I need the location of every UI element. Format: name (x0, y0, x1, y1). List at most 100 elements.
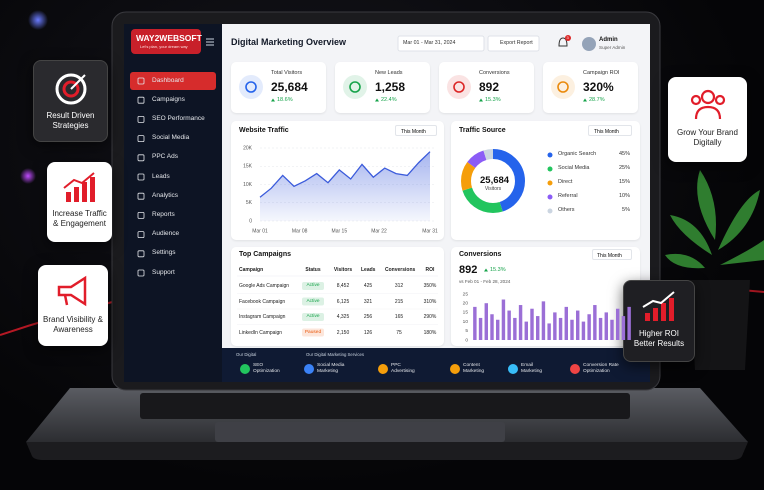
menu-item[interactable]: Analytics (152, 191, 179, 199)
badge-icon (62, 172, 95, 202)
kpi-label: Total Visitors (271, 70, 303, 76)
table-cell: 8,452 (336, 283, 350, 289)
service-name[interactable]: Social Media Marketing (317, 363, 345, 374)
legend-value: 25% (618, 165, 630, 171)
campaign-name: Google Ads Campaign (239, 283, 290, 289)
card-title: Top Campaigns (239, 251, 291, 258)
period-select[interactable]: This Month (588, 125, 632, 136)
legend-value: 10% (618, 193, 630, 199)
trackpad (215, 422, 505, 442)
badge: Higher ROI Better Results (623, 280, 695, 362)
status: Active (306, 314, 320, 319)
badge-icon (57, 275, 87, 307)
donut-value: 25,684 (480, 175, 510, 186)
export-button (487, 35, 540, 52)
brand-tagline: Let's plan, your dream way (140, 44, 188, 49)
badge: Increase Traffic & Engagement (47, 162, 112, 242)
badge-icon (642, 291, 675, 321)
table-cell: 6,125 (336, 298, 350, 305)
legend-label: Direct (558, 179, 573, 185)
menu-item[interactable]: PPC Ads (152, 153, 179, 161)
legend-value: 15% (618, 179, 630, 185)
status: Active (306, 283, 320, 288)
table-cell: 165 (394, 314, 404, 320)
badge-icon (55, 73, 86, 105)
campaigns-card (231, 247, 444, 346)
badge: Result Driven Strategies (33, 60, 108, 142)
page-title: Digital Marketing Overview (231, 37, 347, 47)
badge-text: Grow Your Brand Digitally (677, 128, 738, 148)
laptop-edge (26, 442, 748, 460)
legend-label: Others (558, 207, 575, 213)
comparison: vs Feb 01 - Feb 28, 2024 (459, 279, 511, 284)
table-header: Visitors (333, 267, 353, 273)
badge: Grow Your Brand Digitally (668, 77, 747, 162)
table-cell: 350% (423, 283, 437, 289)
menu-item[interactable]: Dashboard (152, 76, 184, 84)
card-title: Website Traffic (239, 127, 289, 134)
badge-text: Result Driven Strategies (46, 111, 95, 131)
menu-toggle (206, 38, 214, 46)
table-header: Leads (361, 267, 376, 273)
table-cell: 425 (363, 283, 373, 289)
service-name[interactable]: Conversion Rate Optimization (583, 363, 619, 374)
kpi-change: 22.4% (381, 97, 397, 103)
kpi-value: 25,684 (271, 80, 308, 94)
period-select[interactable]: This Month (592, 249, 632, 260)
kpi-label: Campaign ROI (583, 70, 620, 76)
service-name[interactable]: PPC Advertising (391, 363, 415, 374)
table-header: Conversions (385, 267, 416, 273)
date-range[interactable]: Mar 01 - Mar 31, 2024 (403, 40, 456, 46)
brand-name: WAY2WEBSOFT (136, 33, 202, 43)
table-cell: 312 (394, 283, 404, 289)
kpi-change: 15.3% (485, 97, 501, 103)
badge-text: Increase Traffic & Engagement (52, 209, 107, 229)
table-cell: 321 (363, 298, 373, 305)
menu-item[interactable]: SEO Performance (152, 114, 205, 122)
donut-label: Visitors (484, 186, 502, 192)
period-select[interactable]: This Month (395, 125, 437, 136)
legend-value: 45% (618, 151, 630, 157)
table-cell: 290% (423, 314, 437, 320)
table-cell: 310% (423, 298, 437, 305)
legend-label: Organic Search (558, 151, 597, 157)
card-title: Conversions (459, 251, 502, 258)
kpi-value: 892 (479, 80, 500, 94)
card-title: Traffic Source (459, 127, 506, 134)
bell-icon (558, 37, 568, 47)
menu-item[interactable]: Audience (152, 230, 180, 238)
export-label[interactable]: Export Report (500, 40, 533, 46)
user-name[interactable]: Admin (599, 37, 618, 43)
conversions-change: 15.3% (490, 267, 506, 273)
notification-count: 3 (566, 34, 569, 40)
campaign-name: LinkedIn Campaign (239, 329, 283, 336)
kpi-label: New Leads (375, 70, 403, 76)
menu-item[interactable]: Reports (152, 210, 175, 218)
menu-item[interactable]: Leads (152, 172, 170, 180)
service-name[interactable]: Content Marketing (463, 363, 485, 374)
service-name[interactable]: Email Marketing (521, 363, 543, 374)
menu-item[interactable]: Settings (152, 249, 176, 257)
kpi-change: 18.6% (277, 97, 293, 103)
menu-item[interactable]: Campaigns (152, 95, 185, 103)
table-header: Status (305, 267, 321, 273)
keyboard (140, 393, 630, 419)
kpi-value: 1,258 (375, 80, 406, 94)
status: Paused (304, 329, 322, 335)
glow (20, 168, 36, 184)
kpi-change: 28.7% (589, 97, 605, 103)
legend-value: 5% (622, 207, 630, 213)
services-label: Our Digital (236, 352, 257, 357)
menu-item[interactable]: Support (152, 268, 175, 276)
service-name[interactable]: SEO Optimization (253, 363, 280, 374)
conversions-value: 892 (459, 264, 478, 276)
conversions-card (451, 247, 640, 346)
kpi-label: Conversions (479, 70, 510, 76)
menu-item[interactable]: Social Media (152, 134, 190, 142)
status: Active (306, 298, 320, 304)
badge-icon (690, 89, 725, 120)
glow (28, 10, 48, 30)
notification-dot (565, 35, 571, 41)
table-cell: 2,150 (336, 329, 350, 336)
